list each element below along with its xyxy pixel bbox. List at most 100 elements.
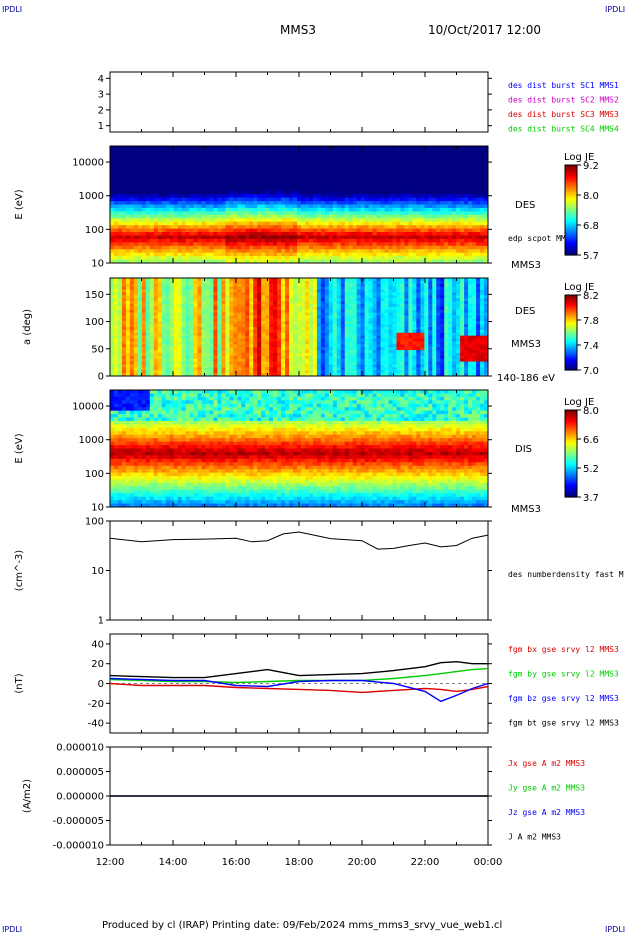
panel-des-energy-cell (352, 259, 358, 264)
panel-des-energy-cell (452, 170, 457, 175)
panel-des-energy-cell (121, 159, 127, 164)
panel-des-energy-cell (444, 238, 449, 243)
panel-des-energy-cell (480, 232, 485, 236)
panel-des-energy-cell (372, 173, 378, 178)
panel-des-energy-cell (408, 197, 413, 202)
panel-des-energy-cell (149, 197, 155, 202)
panel-des-energy-cell (416, 252, 421, 257)
panel-des-pitch-cell (249, 361, 254, 365)
panel-des-energy-cell (269, 238, 274, 243)
panel-des-pitch-cell (157, 283, 163, 288)
panel-des-pitch-cell (181, 332, 187, 337)
panel-des-energy-cell (277, 159, 282, 164)
panel-des-pitch-cell (173, 361, 179, 365)
panel-des-pitch-cell (201, 318, 206, 322)
panel-des-energy-cell (480, 252, 485, 257)
panel-des-pitch-cell (253, 358, 258, 363)
panel-des-pitch-cell (169, 315, 175, 319)
panel-des-pitch-cell (229, 306, 234, 311)
panel-des-energy-cell (352, 256, 358, 261)
panel-des-energy-cell (400, 156, 405, 161)
panel-des-pitch-cell (113, 289, 119, 293)
panel-des-energy-cell (452, 228, 457, 233)
panel-des-pitch-cell (133, 321, 139, 325)
panel-des-pitch-cell (237, 355, 242, 360)
panel-des-energy-cell (300, 201, 306, 205)
panel-des-pitch-cell (125, 332, 131, 337)
panel-des-energy-cell (452, 259, 457, 264)
panel-des-pitch-cell (213, 341, 218, 345)
panel-des-energy-cell (464, 252, 469, 257)
panel-des-energy-cell (173, 259, 179, 264)
panel-des-energy-cell (110, 194, 115, 199)
panel-des-pitch-cell (277, 352, 282, 357)
panel-des-pitch-cell (121, 289, 127, 293)
panel-des-energy-colorbar-cell (565, 232, 577, 236)
panel-des-energy-cell (149, 235, 155, 240)
panel-des-energy-cell (372, 190, 378, 195)
panel-des-energy-cell (404, 211, 409, 216)
panel-des-energy-cell (165, 176, 171, 181)
panel-des-energy-cell (336, 252, 342, 257)
panel-des-energy-cell (217, 176, 222, 181)
panel-des-energy-cell (456, 159, 461, 164)
panel-des-energy-cell (448, 180, 453, 185)
panel-des-energy-cell (137, 159, 143, 164)
panel-des-energy-ylabel: E (eV) (14, 189, 25, 219)
panel-des-energy-cell (193, 159, 199, 164)
panel-des-energy-cell (360, 166, 366, 171)
panel-des-energy-cell (364, 238, 370, 243)
panel-des-energy-cell (209, 232, 214, 236)
panel-des-pitch-cell (117, 364, 123, 368)
panel-des-pitch-cell (285, 358, 290, 363)
panel-des-pitch-cell (157, 312, 163, 316)
panel-des-energy-cell (300, 163, 306, 168)
panel-des-energy-cell (129, 214, 135, 219)
panel-des-energy-cell (396, 204, 401, 209)
panel-des-pitch-cell (209, 335, 214, 340)
panel-des-energy-cell (245, 163, 250, 168)
panel-des-energy-cell (237, 249, 242, 254)
panel-des-energy-cell (233, 163, 238, 168)
panel-des-pitch-cell (285, 303, 290, 308)
panel-des-energy-cell (129, 166, 135, 171)
panel-des-pitch-cell (241, 318, 246, 322)
panel-des-pitch-cell (217, 335, 222, 340)
panel-des-energy-cell (400, 249, 405, 254)
panel-des-energy-cell (444, 256, 449, 261)
panel-des-energy-cell (229, 218, 234, 223)
panel-des-pitch-cell (281, 292, 286, 296)
panel-des-energy-cell (110, 190, 115, 195)
panel-des-pitch-cell (189, 352, 195, 357)
panel-des-energy-cell (261, 146, 266, 150)
panel-des-energy-cell (380, 252, 386, 257)
panel-des-energy-cell (161, 183, 167, 188)
panel-des-energy-cell (125, 249, 131, 254)
panel-des-energy-cell (472, 214, 477, 219)
panel-des-energy-cell (241, 204, 246, 209)
panel-des-energy-colorbar-tick-label: 5.7 (583, 251, 599, 262)
panel-des-energy-cell (304, 235, 310, 240)
panel-des-energy-cell (484, 173, 489, 178)
panel-des-energy-cell (265, 256, 270, 261)
panel-des-energy-cell (173, 194, 179, 199)
panel-des-energy-cell (245, 149, 250, 154)
panel-des-pitch-cell (145, 324, 151, 328)
panel-des-energy-cell (201, 225, 206, 230)
panel-des-pitch-cell (297, 295, 302, 299)
panel-des-energy-cell (153, 245, 159, 250)
panel-des-energy-cell (201, 218, 206, 223)
panel-des-energy-cell (221, 249, 226, 254)
panel-des-pitch-cell (133, 338, 139, 342)
panel-des-energy-cell (420, 201, 425, 205)
panel-des-energy-cell (304, 187, 310, 192)
panel-des-energy-cell (440, 225, 445, 230)
panel-des-energy-cell (177, 180, 183, 185)
panel-des-energy-cell (300, 256, 306, 261)
panel-des-pitch-cell (213, 298, 218, 302)
panel-des-energy-cell (308, 221, 314, 226)
panel-des-energy-cell (221, 256, 226, 261)
panel-des-pitch-cell (197, 324, 203, 328)
panel-des-pitch-cell (161, 361, 167, 365)
panel-des-pitch-cell (281, 335, 286, 340)
